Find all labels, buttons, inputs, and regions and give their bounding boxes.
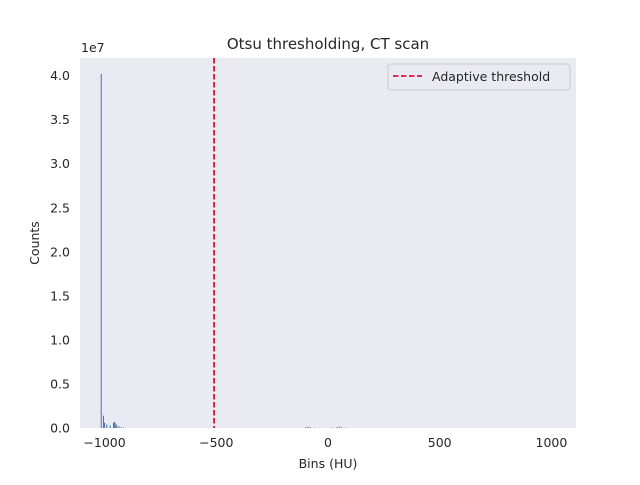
x-axis-label: Bins (HU)	[299, 456, 358, 471]
histogram-bar	[101, 74, 102, 428]
histogram-bar	[305, 427, 306, 428]
histogram-bar	[121, 427, 122, 428]
y-tick-label: 3.5	[50, 112, 70, 127]
y-tick-label: 0.0	[50, 421, 70, 436]
x-tick-label: 0	[324, 435, 332, 450]
x-tick-label: 1000	[536, 435, 568, 450]
histogram-bar	[116, 425, 117, 428]
y-axis-offset-label: 1e7	[81, 40, 105, 55]
histogram-bar	[115, 424, 116, 428]
y-tick-label: 4.0	[50, 68, 70, 83]
y-tick-label: 2.5	[50, 200, 70, 215]
y-tick-label: 2.0	[50, 244, 70, 259]
histogram-bar	[341, 427, 342, 428]
x-tick-label: −500	[199, 435, 233, 450]
histogram-bar	[103, 416, 104, 428]
histogram-bar	[310, 427, 311, 428]
chart-title: Otsu thresholding, CT scan	[227, 35, 429, 53]
histogram-bar	[339, 427, 340, 428]
histogram-bar	[104, 423, 105, 428]
y-axis-label: Counts	[27, 221, 42, 265]
histogram-bar	[114, 422, 115, 428]
plot-background	[80, 58, 576, 428]
legend-threshold-label: Adaptive threshold	[432, 69, 550, 84]
y-tick-label: 0.5	[50, 376, 70, 391]
histogram-bar	[106, 424, 107, 428]
x-axis-ticks: −1000 −500 0 500 1000	[83, 435, 567, 450]
histogram-bar	[113, 423, 114, 428]
histogram-bar	[119, 426, 120, 428]
y-axis-ticks: 0.0 0.5 1.0 1.5 2.0 2.5 3.0 3.5 4.0	[50, 68, 70, 435]
histogram-bar	[307, 427, 308, 428]
histogram-bar	[336, 427, 337, 428]
y-tick-label: 1.0	[50, 332, 70, 347]
histogram-bar	[110, 425, 111, 428]
y-tick-label: 1.5	[50, 288, 70, 303]
y-tick-label: 3.0	[50, 156, 70, 171]
x-tick-label: −1000	[83, 435, 125, 450]
x-tick-label: 500	[428, 435, 452, 450]
legend: Adaptive threshold	[388, 64, 570, 90]
